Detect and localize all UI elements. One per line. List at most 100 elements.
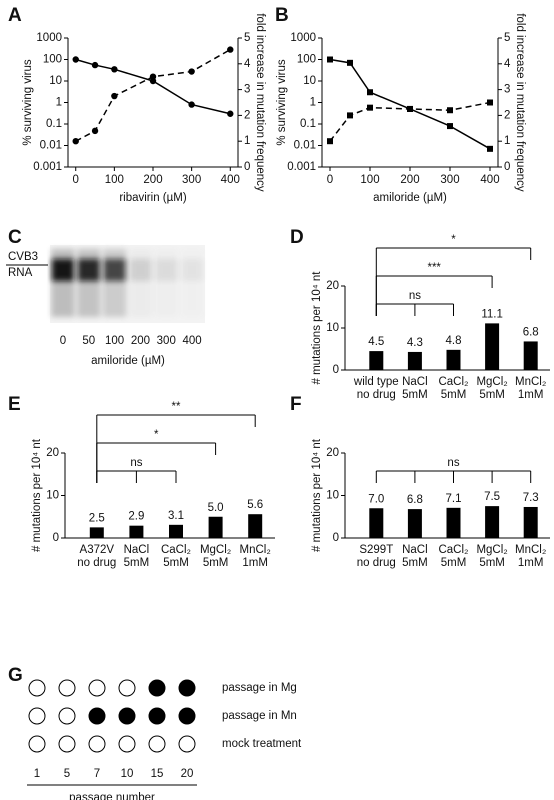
bar: [129, 525, 144, 538]
y2-tick-label: 0: [244, 161, 250, 173]
x-tick-label: A372V: [80, 544, 115, 556]
value-label: 7.1: [446, 493, 462, 505]
y-axis-label: % surviving virus: [276, 59, 288, 146]
significance-label: ns: [409, 290, 421, 302]
y-tick-label: 20: [46, 447, 59, 459]
row-label: mock treatment: [222, 738, 302, 750]
x-tick-label: 5mM: [441, 557, 467, 569]
marker: [188, 68, 195, 75]
column-label: 20: [181, 768, 194, 780]
marker: [149, 73, 157, 80]
panel-letter: B: [275, 5, 289, 26]
band-label: CVB3: [8, 251, 38, 263]
y-tick-label: 10: [303, 75, 316, 87]
significance-label: ***: [427, 262, 441, 274]
x-tick-label: no drug: [77, 557, 116, 569]
marker: [367, 104, 373, 111]
significance-label: **: [172, 401, 181, 413]
y2-tick-label: 5: [244, 32, 250, 44]
series-line: [75, 58, 231, 115]
y-tick-label: 0.01: [294, 140, 316, 152]
x-tick-label: 1mM: [518, 389, 544, 401]
column-label: 15: [151, 768, 164, 780]
gel-band: [103, 259, 126, 281]
marker: [487, 145, 493, 152]
panel-letter: E: [8, 394, 21, 415]
x-tick-label: 100: [360, 174, 379, 186]
panel-letter: A: [8, 5, 22, 26]
lane-label: 300: [157, 335, 176, 347]
x-tick-label: 200: [143, 174, 162, 186]
bar: [369, 351, 384, 370]
value-label: 11.1: [481, 308, 503, 320]
x-tick-label: NaCl: [124, 544, 150, 556]
y2-tick-label: 5: [504, 32, 510, 44]
significance-label: *: [451, 234, 456, 246]
value-label: 7.5: [484, 491, 500, 503]
x-tick-label: 5mM: [479, 389, 505, 401]
value-label: 4.8: [446, 335, 462, 347]
lane-label: 100: [105, 335, 124, 347]
x-tick-label: 0: [73, 174, 79, 186]
x-tick-label: 5mM: [402, 557, 428, 569]
y-tick-label: 20: [326, 447, 339, 459]
x-tick-label: CaCl₂: [438, 376, 468, 388]
bar: [523, 341, 538, 370]
bar: [89, 527, 104, 538]
y-tick-label: 1000: [290, 32, 316, 44]
y-tick-label: 0.1: [46, 118, 62, 130]
panel-letter: D: [290, 227, 304, 248]
y2-axis-label: fold increase in mutation frequency: [254, 13, 266, 192]
marker: [188, 101, 195, 108]
marker: [91, 61, 99, 69]
bar: [208, 516, 223, 538]
lane-label: 400: [182, 335, 201, 347]
band-label: RNA: [8, 267, 33, 279]
lane-label: 50: [82, 335, 95, 347]
value-label: 6.8: [407, 494, 423, 506]
y-tick-label: 10: [326, 322, 339, 334]
marker: [72, 56, 79, 63]
x-tick-label: MnCl₂: [515, 376, 546, 388]
passage-dot: [148, 735, 166, 753]
x-tick-label: MnCl₂: [240, 544, 271, 556]
bar: [407, 351, 422, 370]
y2-tick-label: 0: [504, 161, 510, 173]
bar: [485, 323, 500, 370]
y2-tick-label: 1: [504, 135, 510, 147]
bar: [446, 349, 461, 370]
value-label: 3.1: [168, 510, 184, 522]
passage-dot: [88, 735, 106, 753]
gel-band: [77, 259, 100, 281]
marker: [111, 92, 118, 100]
value-label: 6.8: [523, 326, 539, 338]
y-tick-label: 1: [56, 97, 62, 109]
significance-label: ns: [130, 457, 142, 469]
row-label: passage in Mg: [222, 682, 297, 694]
y-tick-label: 0.001: [287, 161, 316, 173]
x-tick-label: NaCl: [402, 544, 428, 556]
bar: [369, 508, 384, 538]
y2-tick-label: 2: [504, 109, 510, 121]
significance-label: ns: [447, 457, 459, 469]
x-axis-label: ribavirin (µM): [119, 192, 186, 204]
passage-dot: [178, 707, 196, 725]
value-label: 7.3: [523, 492, 539, 504]
y-tick-label: 0.01: [40, 140, 62, 152]
x-tick-label: 300: [182, 174, 201, 186]
column-label: 10: [121, 768, 134, 780]
bar: [485, 506, 500, 538]
passage-dot: [88, 679, 106, 697]
y-tick-label: 10: [49, 75, 62, 87]
significance-label: *: [154, 429, 159, 441]
passage-dot: [178, 735, 196, 753]
x-tick-label: 100: [105, 174, 124, 186]
x-tick-label: MgCl₂: [200, 544, 231, 556]
passage-dot: [28, 679, 46, 697]
value-label: 5.0: [208, 502, 224, 514]
marker: [447, 123, 453, 130]
y-tick-label: 20: [326, 280, 339, 292]
passage-dot: [28, 735, 46, 753]
y-tick-label: 100: [297, 54, 316, 66]
value-label: 5.6: [247, 499, 263, 511]
